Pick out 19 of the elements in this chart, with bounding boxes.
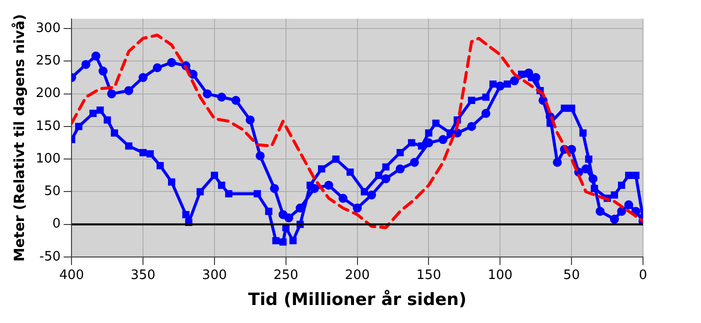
y-tick-label: 0 <box>52 216 61 232</box>
x-axis-title: Tid (Millioner år siden) <box>248 289 467 310</box>
y-tick-label: 200 <box>36 86 61 102</box>
y-tick-label: -50 <box>39 249 61 264</box>
y-tick-label: 50 <box>44 184 61 200</box>
x-tick-label: 300 <box>202 268 227 284</box>
y-tick-label: 250 <box>36 54 61 69</box>
x-tick-label: 250 <box>273 268 298 284</box>
y-tick-label: 100 <box>36 151 61 166</box>
x-tick-label: 400 <box>59 268 84 284</box>
x-tick-label: 0 <box>638 268 648 284</box>
x-tick-label: 100 <box>488 268 513 284</box>
x-tick-label: 200 <box>344 268 370 284</box>
x-tick-label: 150 <box>416 268 442 284</box>
x-tick-label: 50 <box>563 268 580 284</box>
y-tick-label: 300 <box>36 20 61 36</box>
y-tick-label: 150 <box>36 118 61 134</box>
x-tick-label: 350 <box>130 268 156 284</box>
y-axis-title: Meter (Relativt til dagens nivå) <box>11 14 28 262</box>
